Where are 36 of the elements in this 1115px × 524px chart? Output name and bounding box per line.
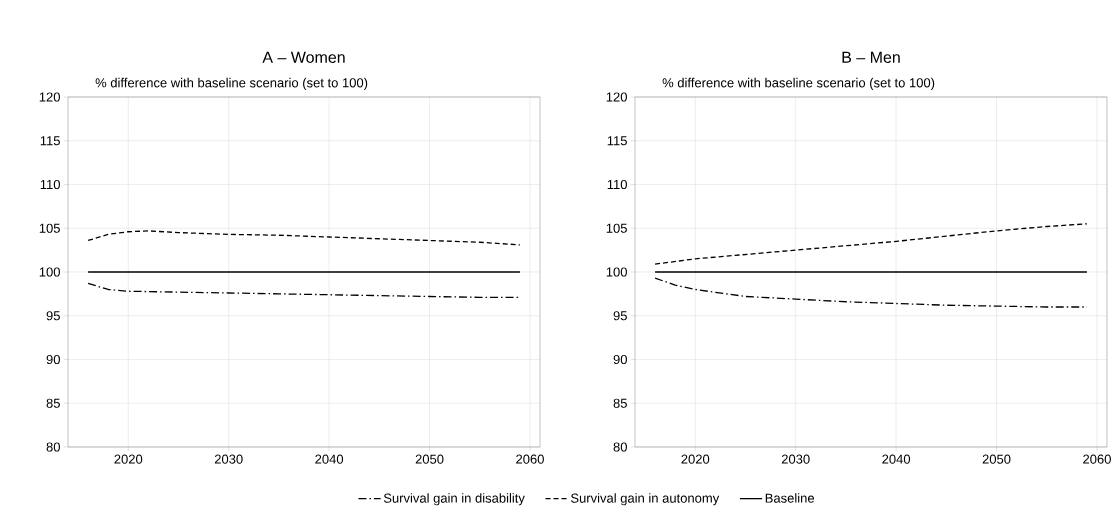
x-tick-label: 2040 [315, 454, 344, 464]
y-tick-label: 115 [40, 136, 60, 146]
y-tick-label: 100 [39, 267, 60, 277]
y-tick-label: 100 [606, 267, 627, 277]
y-tick-label: 105 [606, 223, 627, 233]
x-tick-label: 2020 [114, 454, 143, 464]
y-tick-label: 90 [46, 354, 60, 365]
x-tick-label: 2030 [781, 454, 810, 464]
x-tick-label: 2060 [1083, 454, 1111, 464]
y-tick-label: 85 [613, 398, 627, 408]
y-tick-label: 80 [613, 442, 627, 452]
y-tick-label: 85 [46, 398, 60, 408]
legend-label: Survival gain in disability [383, 493, 525, 506]
x-tick-label: 2060 [516, 454, 544, 464]
x-tick-label: 2020 [681, 454, 710, 464]
chart-title: B – Men [842, 51, 900, 63]
y-tick-label: 105 [39, 223, 60, 233]
y-tick-label: 115 [607, 136, 627, 146]
chart-title: A – Women [262, 51, 345, 63]
x-tick-label: 2030 [214, 454, 243, 464]
y-axis-title: % difference with baseline scenario (set to 100) [95, 77, 368, 90]
legend-label: Baseline [765, 493, 815, 503]
legend-label: Survival gain in autonomy [570, 493, 720, 506]
x-tick-label: 2050 [415, 454, 444, 464]
y-tick-label: 95 [613, 311, 627, 321]
y-tick-label: 120 [606, 92, 627, 102]
y-tick-label: 95 [46, 311, 60, 321]
y-tick-label: 110 [40, 179, 60, 190]
y-tick-label: 110 [607, 179, 627, 190]
x-tick-label: 2050 [982, 454, 1011, 464]
y-tick-label: 120 [39, 92, 60, 102]
x-tick-label: 2040 [882, 454, 911, 464]
y-tick-label: 90 [613, 354, 627, 365]
line-series [87, 230, 521, 246]
y-tick-label: 80 [46, 442, 60, 452]
y-axis-title: % difference with baseline scenario (set to 100) [662, 77, 935, 90]
